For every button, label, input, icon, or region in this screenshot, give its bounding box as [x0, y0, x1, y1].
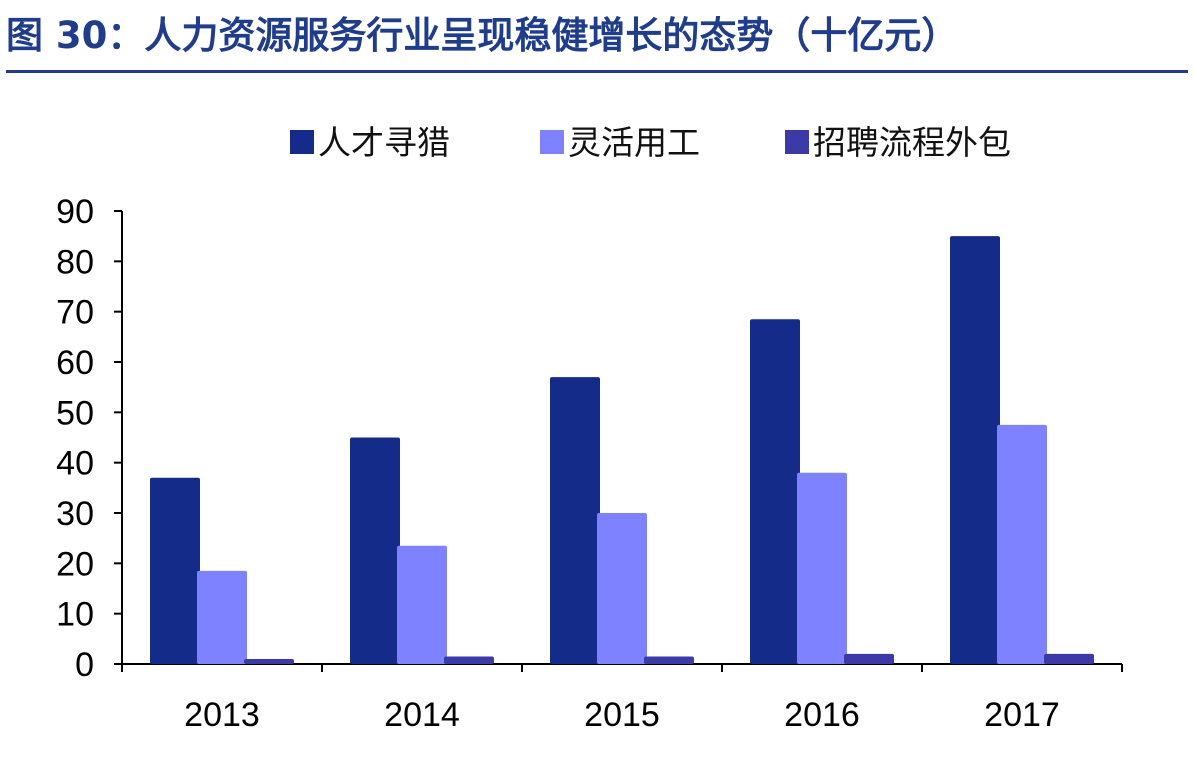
x-tick-label: 2014 — [384, 696, 460, 734]
y-tick-label: 60 — [56, 344, 94, 382]
bar-2014-series-1 — [350, 437, 400, 664]
bars — [150, 236, 1094, 664]
y-tick-label: 70 — [56, 294, 94, 332]
legend-swatch-3 — [785, 130, 809, 154]
chart-title: 图 30：人力资源服务行业呈现稳健增长的态势（十亿元） — [6, 14, 959, 57]
bar-2017-series-1 — [950, 236, 1000, 664]
y-tick-label: 20 — [56, 545, 94, 583]
x-tick-label: 2013 — [184, 696, 260, 734]
bar-2017-series-2 — [997, 424, 1047, 664]
legend-label-2: 灵活用工 — [568, 123, 700, 162]
y-tick-label: 30 — [56, 495, 94, 533]
bar-2016-series-3 — [844, 653, 894, 664]
bar-2016-series-1 — [750, 319, 800, 664]
x-tick-label: 2017 — [984, 696, 1060, 734]
legend-label-1: 人才寻猎 — [318, 123, 450, 162]
y-tick-label: 80 — [56, 243, 94, 281]
bar-2013-series-1 — [150, 477, 200, 664]
y-tick-label: 0 — [75, 646, 94, 684]
bar-2015-series-3 — [644, 656, 694, 664]
tick-labels: 0 10 20 30 40 50 60 70 80 90 2013 2014 2015 2016 2017 — [56, 193, 1060, 734]
legend-label-3: 招聘流程外包 — [813, 123, 1011, 162]
bar-2016-series-2 — [797, 472, 847, 664]
bar-2013-series-2 — [197, 570, 247, 664]
legend: 人才寻猎 灵活用工 招聘流程外包 — [290, 123, 1011, 162]
y-tick-label: 90 — [56, 193, 94, 231]
bar-2015-series-1 — [550, 377, 600, 664]
bar-2015-series-2 — [597, 513, 647, 664]
y-tick-label: 10 — [56, 596, 94, 634]
y-tick-label: 40 — [56, 445, 94, 483]
bar-2013-series-3 — [244, 658, 294, 664]
bar-2014-series-2 — [397, 545, 447, 664]
legend-swatch-1 — [290, 130, 314, 154]
y-tick-label: 50 — [56, 394, 94, 432]
title-underline — [6, 70, 1188, 73]
bar-2014-series-3 — [444, 656, 494, 664]
x-tick-label: 2016 — [784, 696, 860, 734]
bar-2017-series-3 — [1044, 653, 1094, 664]
x-tick-label: 2015 — [584, 696, 660, 734]
legend-swatch-2 — [540, 130, 564, 154]
